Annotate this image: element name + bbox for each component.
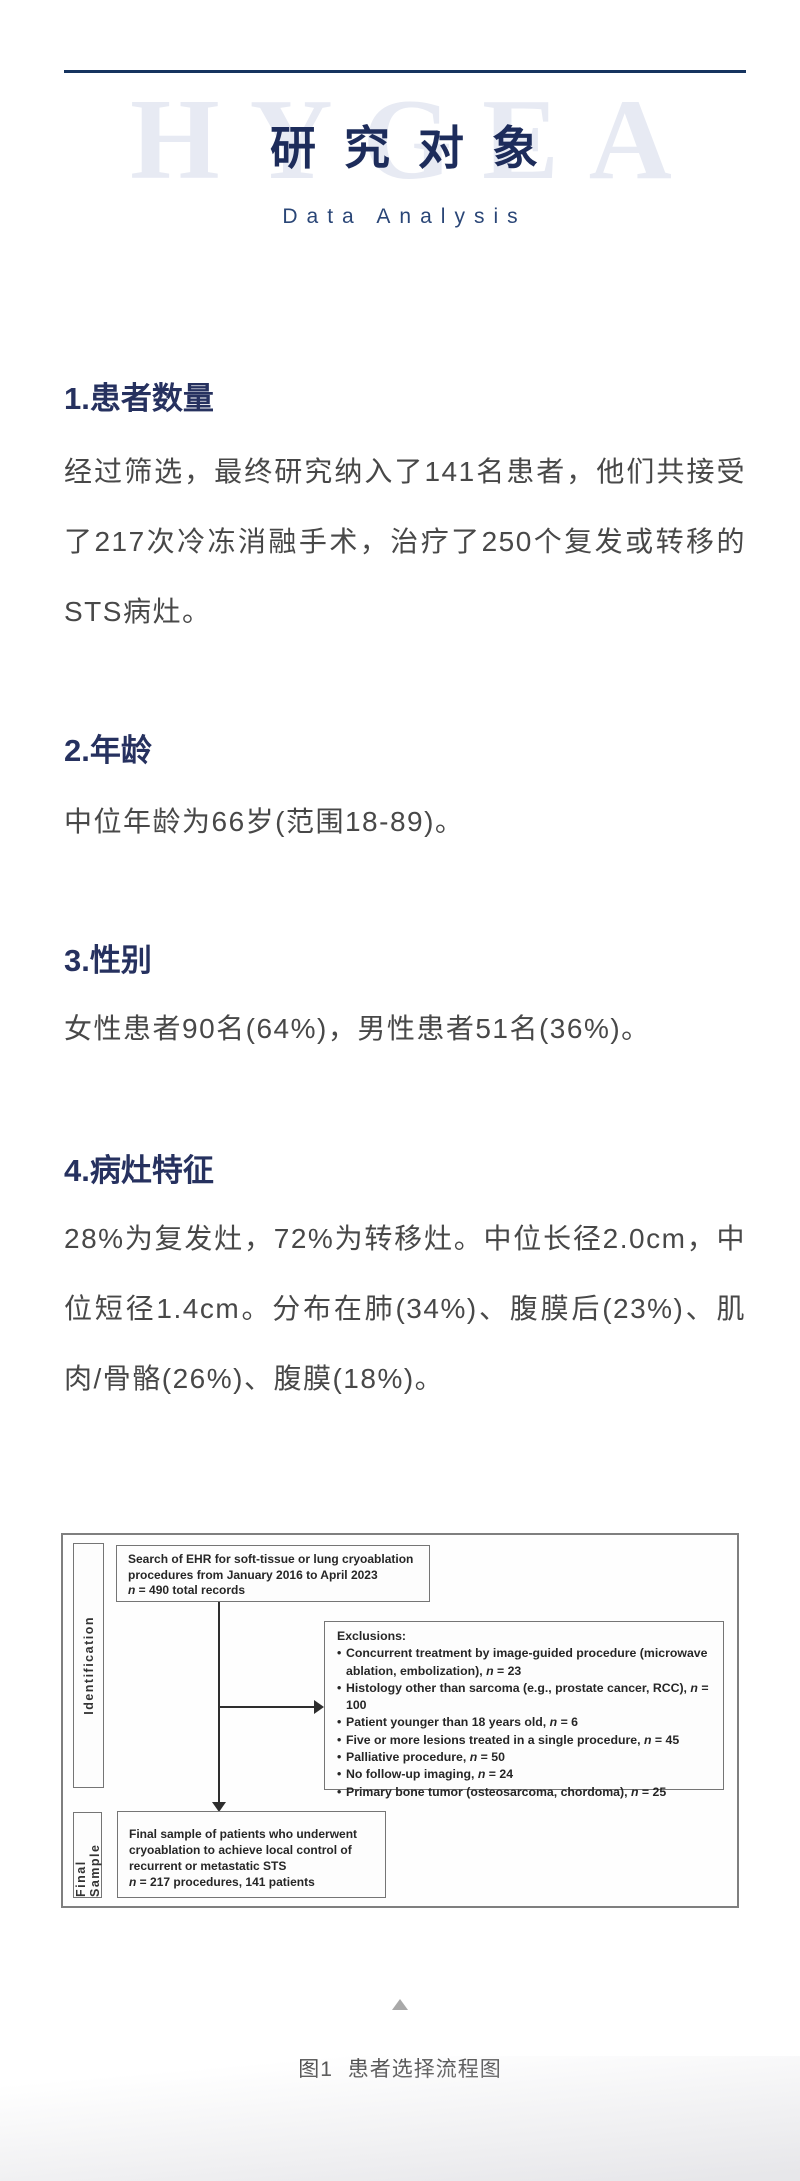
ehr-search-box: Search of EHR for soft-tissue or lung cr… <box>116 1545 430 1602</box>
section-body-gender: 女性患者90名(64%)，男性患者51名(36%)。 <box>64 1013 651 1044</box>
up-triangle-icon <box>392 1999 408 2010</box>
final-sample-box: Final sample of patients who underwent c… <box>117 1811 386 1898</box>
identification-stage-box: Identification <box>73 1543 104 1788</box>
hygea-watermark: HYGEA <box>130 76 702 203</box>
exclusion-item: Concurrent treatment by image-guided pro… <box>337 1645 717 1680</box>
final-sample-stage-label: Final Sample <box>73 1843 102 1897</box>
section-heading-age: 2.年龄 <box>64 733 152 768</box>
section-heading-gender: 3.性别 <box>64 943 152 978</box>
exclusions-title: Exclusions: <box>337 1629 407 1643</box>
exclusion-item: Primary bone tumor (osteosarcoma, chordo… <box>337 1784 717 1802</box>
page-title: 研究对象 <box>270 122 566 174</box>
flow-arrow-down-head <box>212 1802 226 1812</box>
section-body-age: 中位年龄为66岁(范围18-89)。 <box>64 806 465 837</box>
page-subtitle: Data Analysis <box>282 205 527 228</box>
bottom-gradient <box>0 2056 800 2181</box>
identification-stage-label: Identification <box>81 1616 96 1715</box>
patient-selection-flow-diagram: Identification Search of EHR for soft-ti… <box>61 1533 739 1908</box>
flow-arrow-right-head <box>314 1700 324 1714</box>
exclusion-item: Palliative procedure, n = 50 <box>337 1749 717 1767</box>
final-sample-stage-box: Final Sample <box>73 1812 102 1898</box>
exclusion-item: Histology other than sarcoma (e.g., pros… <box>337 1680 717 1715</box>
section-body-lesion-features: 28%为复发灶，72%为转移灶。中位长径2.0cm，中位短径1.4cm。分布在肺… <box>64 1223 746 1394</box>
flow-arrow-vertical-line <box>218 1602 220 1804</box>
flow-arrow-horizontal-line <box>219 1706 314 1708</box>
exclusion-item: No follow-up imaging, n = 24 <box>337 1766 717 1784</box>
section-body-patient-count: 经过筛选，最终研究纳入了141名患者，他们共接受了217次冷冻消融手术，治疗了2… <box>64 456 746 627</box>
section-heading-lesion-features: 4.病灶特征 <box>64 1153 214 1188</box>
top-divider-rule <box>64 70 746 73</box>
exclusions-box: Exclusions: Concurrent treatment by imag… <box>324 1621 724 1801</box>
exclusion-item: Five or more lesions treated in a single… <box>337 1732 717 1750</box>
exclusion-item: Patient younger than 18 years old, n = 6 <box>337 1714 717 1732</box>
section-heading-patient-count: 1.患者数量 <box>64 381 214 416</box>
